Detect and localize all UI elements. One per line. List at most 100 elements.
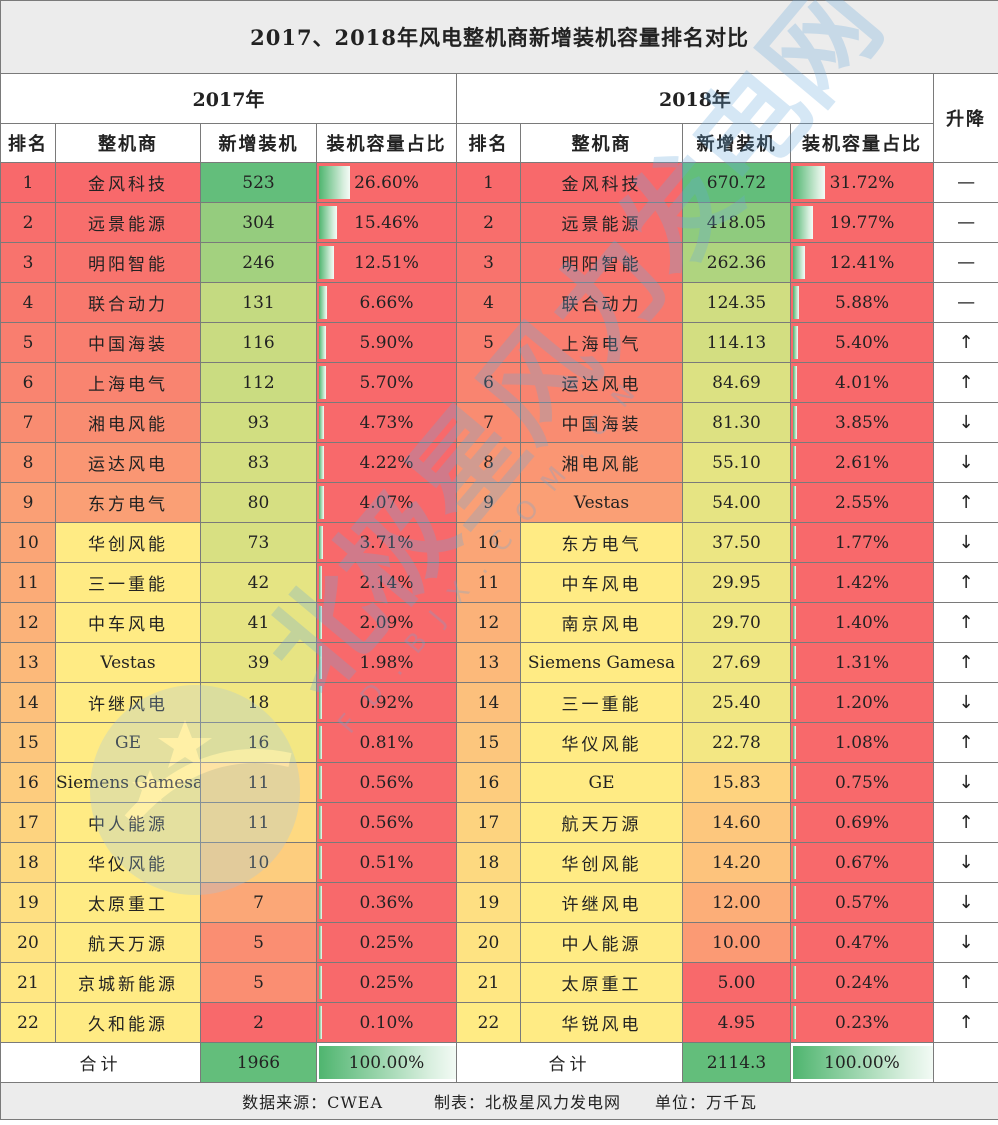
rank-2018: 9 xyxy=(456,482,521,523)
table-row: 11 三一重能 42 2.14% 11 中车风电 29.95 1.42% ↑ xyxy=(0,562,998,603)
share-value: 5.70% xyxy=(359,372,414,393)
share-value: 12.51% xyxy=(354,252,419,273)
maker-2017: 航天万源 xyxy=(55,922,201,963)
rank-2018: 10 xyxy=(456,522,521,563)
rank-2017: 18 xyxy=(0,842,56,883)
install-2018: 14.60 xyxy=(682,802,791,843)
install-2018: 22.78 xyxy=(682,722,791,763)
table-row: 7 湘电风能 93 4.73% 7 中国海装 81.30 3.85% ↓ xyxy=(0,402,998,443)
rank-2018: 16 xyxy=(456,762,521,803)
table-row: 4 联合动力 131 6.66% 4 联合动力 124.35 5.88% — xyxy=(0,282,998,323)
share-2018: 31.72% xyxy=(790,162,934,203)
install-2018: 124.35 xyxy=(682,282,791,323)
share-value: 2.14% xyxy=(359,572,414,593)
rank-2017: 11 xyxy=(0,562,56,603)
install-2017: 2 xyxy=(200,1002,317,1043)
share-value: 0.69% xyxy=(834,812,889,833)
maker-2017: Siemens Gamesa xyxy=(55,762,201,803)
install-2017: 7 xyxy=(200,882,317,923)
col-share-2017: 装机容量占比 xyxy=(316,123,457,163)
maker-2018: 南京风电 xyxy=(520,602,683,643)
share-value: 0.23% xyxy=(834,1012,889,1033)
share-2018: 1.40% xyxy=(790,602,934,643)
maker-2017: 中车风电 xyxy=(55,602,201,643)
share-2017: 6.66% xyxy=(316,282,457,323)
share-2017: 0.36% xyxy=(316,882,457,923)
share-2018: 1.42% xyxy=(790,562,934,603)
change-indicator: ↑ xyxy=(932,722,998,763)
share-2018: 1.08% xyxy=(790,722,934,763)
install-2017: 11 xyxy=(200,762,317,803)
change-indicator: — xyxy=(932,202,998,243)
share-value: 4.07% xyxy=(359,492,414,513)
maker-2018: 中人能源 xyxy=(520,922,683,963)
rank-2017: 3 xyxy=(0,242,56,283)
share-bar xyxy=(793,166,825,199)
share-value: 2.55% xyxy=(834,492,889,513)
install-2018: 418.05 xyxy=(682,202,791,243)
share-value: 19.77% xyxy=(829,212,895,233)
share-bar xyxy=(793,206,813,239)
install-2018: 25.40 xyxy=(682,682,791,723)
share-bar xyxy=(319,926,322,959)
share-2017: 5.70% xyxy=(316,362,457,403)
table-row: 15 GE 16 0.81% 15 华仪风能 22.78 1.08% ↑ xyxy=(0,722,998,763)
share-value: 0.92% xyxy=(359,692,414,713)
maker-2017: 三一重能 xyxy=(55,562,201,603)
share-value: 0.56% xyxy=(359,812,414,833)
table-row: 20 航天万源 5 0.25% 20 中人能源 10.00 0.47% ↓ xyxy=(0,922,998,963)
maker-2018: 华仪风能 xyxy=(520,722,683,763)
share-2018: 0.67% xyxy=(790,842,934,883)
change-indicator: ↑ xyxy=(932,362,998,403)
share-2017: 4.73% xyxy=(316,402,457,443)
share-bar xyxy=(793,886,796,919)
change-indicator: ↑ xyxy=(932,482,998,523)
share-bar xyxy=(793,1046,933,1079)
maker-2018: 中车风电 xyxy=(520,562,683,603)
change-indicator: ↑ xyxy=(932,642,998,683)
rank-2017: 22 xyxy=(0,1002,56,1043)
share-bar xyxy=(793,1006,796,1039)
change-indicator: ↓ xyxy=(932,522,998,563)
share-value: 4.22% xyxy=(359,452,414,473)
maker-2018: 湘电风能 xyxy=(520,442,683,483)
total-label-2017: 合计 xyxy=(0,1042,201,1083)
share-bar xyxy=(793,526,796,559)
share-2017: 0.92% xyxy=(316,682,457,723)
install-2017: 41 xyxy=(200,602,317,643)
change-indicator: — xyxy=(932,242,998,283)
rank-2018: 8 xyxy=(456,442,521,483)
total-install-2018: 2114.3 xyxy=(682,1042,791,1083)
share-value: 4.01% xyxy=(834,372,889,393)
share-value: 0.25% xyxy=(359,932,414,953)
change-indicator: ↑ xyxy=(932,322,998,363)
share-bar xyxy=(793,926,796,959)
share-2018: 2.55% xyxy=(790,482,934,523)
maker-2018: 金风科技 xyxy=(520,162,683,203)
install-2017: 10 xyxy=(200,842,317,883)
rank-2018: 3 xyxy=(456,242,521,283)
rank-2018: 6 xyxy=(456,362,521,403)
maker-2017: 联合动力 xyxy=(55,282,201,323)
share-bar xyxy=(319,1006,322,1039)
rank-2018: 12 xyxy=(456,602,521,643)
install-2017: 246 xyxy=(200,242,317,283)
share-2018: 19.77% xyxy=(790,202,934,243)
install-2017: 116 xyxy=(200,322,317,363)
maker-2018: Vestas xyxy=(520,482,683,523)
maker-2017: 华创风能 xyxy=(55,522,201,563)
maker-2017: 京城新能源 xyxy=(55,962,201,1003)
share-value: 0.47% xyxy=(834,932,889,953)
share-2018: 0.69% xyxy=(790,802,934,843)
share-value: 1.77% xyxy=(834,532,889,553)
share-2018: 0.23% xyxy=(790,1002,934,1043)
share-value: 0.57% xyxy=(834,892,889,913)
rank-2018: 17 xyxy=(456,802,521,843)
share-bar xyxy=(793,766,796,799)
share-bar xyxy=(793,286,799,319)
share-bar xyxy=(319,1046,456,1079)
table-row: 13 Vestas 39 1.98% 13 Siemens Gamesa 27.69 1.31… xyxy=(0,642,998,683)
col-maker-2018: 整机商 xyxy=(520,123,683,163)
share-value: 0.81% xyxy=(359,732,414,753)
maker-2018: 许继风电 xyxy=(520,882,683,923)
